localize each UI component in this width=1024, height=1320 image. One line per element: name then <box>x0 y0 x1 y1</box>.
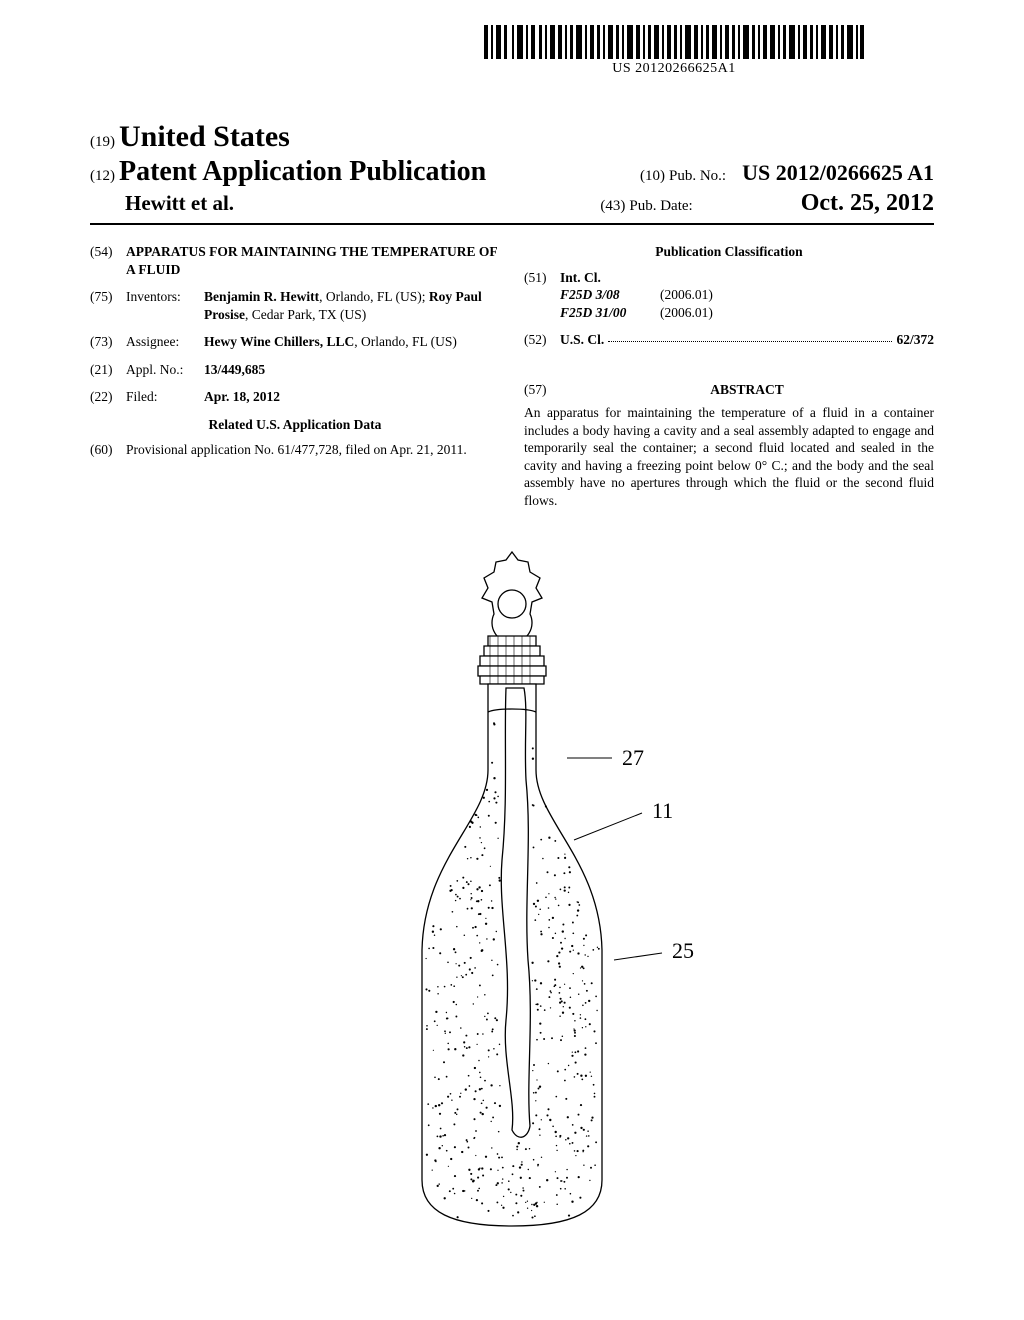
assignee-value: Hewy Wine Chillers, LLC, Orlando, FL (US… <box>204 333 500 351</box>
barcode-number: US 20120266625A1 <box>484 61 864 77</box>
assignee-name: Hewy Wine Chillers, LLC <box>204 334 354 349</box>
uscl-label: U.S. Cl. <box>560 331 604 349</box>
ref-27: 27 <box>622 745 644 770</box>
invention-title: APPARATUS FOR MAINTAINING THE TEMPERATUR… <box>126 243 500 278</box>
uscl-value: 62/372 <box>896 331 934 349</box>
appl-value: 13/449,685 <box>204 361 500 379</box>
provisional-text: Provisional application No. 61/477,728, … <box>126 441 500 459</box>
patent-figure: 27 11 25 <box>90 540 934 1245</box>
intcl-label: Int. Cl. <box>560 269 934 287</box>
inventor2-loc: , Cedar Park, TX (US) <box>245 307 366 322</box>
pub-date-label: Pub. Date: <box>629 198 692 214</box>
left-column: (54) APPARATUS FOR MAINTAINING THE TEMPE… <box>90 243 500 510</box>
filed-value: Apr. 18, 2012 <box>204 388 500 406</box>
appl-label: Appl. No.: <box>126 361 204 379</box>
barcode-graphic <box>484 25 864 59</box>
inventors-field-num: (75) <box>90 288 126 323</box>
uscl-leader-dots <box>608 331 892 342</box>
inventor1-loc: , Orlando, FL (US); <box>319 289 429 304</box>
intcl-code-1: F25D 31/00 <box>560 304 660 322</box>
pub-date-value: Oct. 25, 2012 <box>801 190 934 216</box>
filed-label: Filed: <box>126 388 204 406</box>
filed-field-num: (22) <box>90 388 126 406</box>
intcl-year-0: (2006.01) <box>660 286 934 304</box>
abstract-field-num: (57) <box>524 381 560 399</box>
right-column: Publication Classification (51) Int. Cl.… <box>524 243 934 510</box>
related-data-title: Related U.S. Application Data <box>90 416 500 434</box>
authors: Hewitt et al. <box>90 191 234 216</box>
header-rule <box>90 223 934 225</box>
barcode-block: US 20120266625A1 <box>484 25 864 77</box>
inventors-value: Benjamin R. Hewitt, Orlando, FL (US); Ro… <box>204 288 500 323</box>
assignee-label: Assignee: <box>126 333 204 351</box>
assignee-loc: , Orlando, FL (US) <box>354 334 457 349</box>
biblio-columns: (54) APPARATUS FOR MAINTAINING THE TEMPE… <box>90 243 934 510</box>
assignee-field-num: (73) <box>90 333 126 351</box>
pub-type-prefix: (12) <box>90 168 115 184</box>
appl-field-num: (21) <box>90 361 126 379</box>
ref-11: 11 <box>652 798 673 823</box>
abstract-text: An apparatus for maintaining the tempera… <box>524 404 934 509</box>
abstract-title: ABSTRACT <box>560 381 934 399</box>
country-prefix: (19) <box>90 134 115 150</box>
inventor1-name: Benjamin R. Hewitt <box>204 289 319 304</box>
title-field-num: (54) <box>90 243 126 278</box>
pub-type: Patent Application Publication <box>119 156 486 187</box>
pub-no-prefix: (10) <box>640 168 665 184</box>
intcl-code-0: F25D 3/08 <box>560 286 660 304</box>
pub-date-prefix: (43) <box>600 198 625 214</box>
uscl-field-num: (52) <box>524 331 560 349</box>
country-name: United States <box>119 120 290 153</box>
classification-title: Publication Classification <box>524 243 934 261</box>
intcl-year-1: (2006.01) <box>660 304 934 322</box>
provisional-field-num: (60) <box>90 441 126 459</box>
patent-header: (19) United States (12) Patent Applicati… <box>90 120 934 225</box>
pub-no-value: US 2012/0266625 A1 <box>742 160 934 185</box>
pub-no-label: Pub. No.: <box>669 168 726 184</box>
inventors-label: Inventors: <box>126 288 204 323</box>
ref-25: 25 <box>672 938 694 963</box>
intcl-field-num: (51) <box>524 269 560 322</box>
bottle-drawing: 27 11 25 <box>302 540 722 1240</box>
